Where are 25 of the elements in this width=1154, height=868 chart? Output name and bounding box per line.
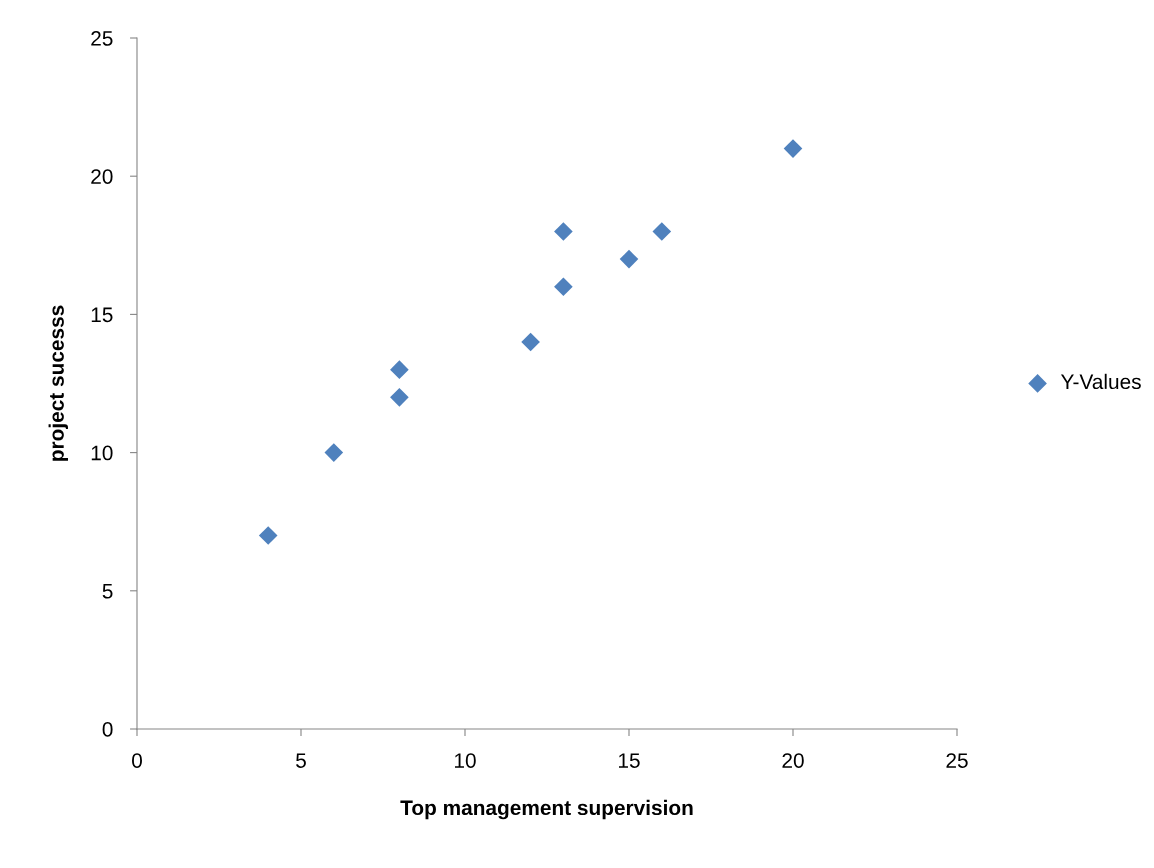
- y-tick-label: 10: [91, 445, 113, 461]
- y-axis-title: project sucesss: [48, 305, 68, 461]
- x-axis-title: Top management supervision: [400, 799, 693, 820]
- point: [554, 277, 573, 297]
- point: [619, 249, 639, 269]
- y-tick-label: 5: [102, 584, 113, 599]
- x-tick-label: 0: [132, 753, 142, 768]
- point: [554, 222, 573, 241]
- point: [390, 360, 409, 379]
- x-tick-label: 10: [455, 753, 476, 768]
- x-tick-label: 5: [296, 753, 306, 768]
- x-tick-label: 25: [946, 753, 968, 768]
- point: [324, 443, 344, 462]
- y-tick-label: 0: [102, 722, 113, 737]
- y-tick-label: 15: [91, 307, 113, 323]
- point: [652, 222, 672, 241]
- x-tick-label: 20: [782, 753, 804, 768]
- point: [390, 388, 409, 407]
- point: [521, 332, 540, 352]
- y-tick-label: 25: [91, 31, 113, 46]
- legend-label: Y-Values: [1060, 373, 1141, 390]
- y-tick-label: 20: [91, 169, 113, 184]
- point: [258, 526, 278, 545]
- point: [783, 139, 803, 158]
- x-tick-label: 15: [619, 753, 640, 768]
